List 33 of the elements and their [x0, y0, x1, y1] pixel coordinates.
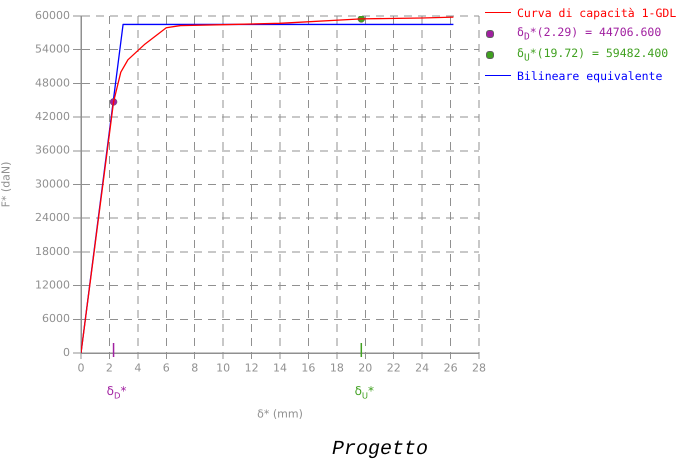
y-tick-label: 24000 — [35, 211, 70, 224]
x-tick-label: 14 — [273, 361, 287, 374]
x-tick-label: 10 — [216, 361, 230, 374]
legend-label: Bilineare equivalente — [517, 68, 662, 82]
x-tick-label: 4 — [134, 361, 142, 374]
x-tick-label: 20 — [358, 361, 372, 374]
legend-label: Curva di capacità 1-GDL — [517, 6, 676, 20]
y-tick-label: 48000 — [35, 76, 70, 90]
y-tick-label: 60000 — [35, 8, 70, 22]
x-tick-label: 18 — [330, 361, 344, 374]
x-tick-label: 6 — [162, 361, 170, 374]
legend-label: δ$_{D}$*(2.29) = 44706.600 — [517, 24, 662, 42]
legend-label: δ$_{U}$*(19.72) = 59482.400 — [517, 46, 668, 64]
x-tick-label: 2 — [106, 361, 113, 374]
x-tick-label: 0 — [78, 361, 84, 374]
x-tick-label: 24 — [415, 361, 430, 374]
y-tick-label: 54000 — [35, 42, 70, 56]
x-axis-title: δ* (mm) — [257, 407, 303, 420]
y-tick-label: 42000 — [35, 110, 70, 123]
y-tick-label: 18000 — [35, 244, 70, 258]
y-axis-title: F* (daN) — [0, 162, 12, 208]
y-tick-label: 12000 — [35, 278, 70, 292]
x-tick-label: 26 — [444, 361, 458, 374]
y-tick-label: 30000 — [35, 177, 70, 190]
text: Progetto — [332, 438, 428, 461]
x-tick-label: 12 — [244, 361, 259, 374]
x-tick-label: 28 — [472, 361, 486, 374]
x-tick-label: 16 — [301, 361, 316, 374]
y-tick-label: 6000 — [42, 312, 70, 326]
y-tick-label: 0 — [63, 346, 70, 359]
x-tick-label: 8 — [191, 361, 198, 374]
x-tick-label: 22 — [386, 361, 401, 374]
y-tick-label: 36000 — [35, 144, 70, 157]
